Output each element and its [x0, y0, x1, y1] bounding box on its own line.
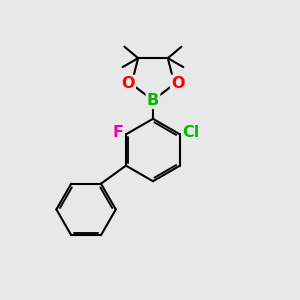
Text: F: F [112, 125, 123, 140]
Text: O: O [171, 76, 185, 91]
Text: O: O [121, 76, 135, 91]
Text: Cl: Cl [183, 124, 200, 140]
Text: B: B [147, 93, 159, 108]
